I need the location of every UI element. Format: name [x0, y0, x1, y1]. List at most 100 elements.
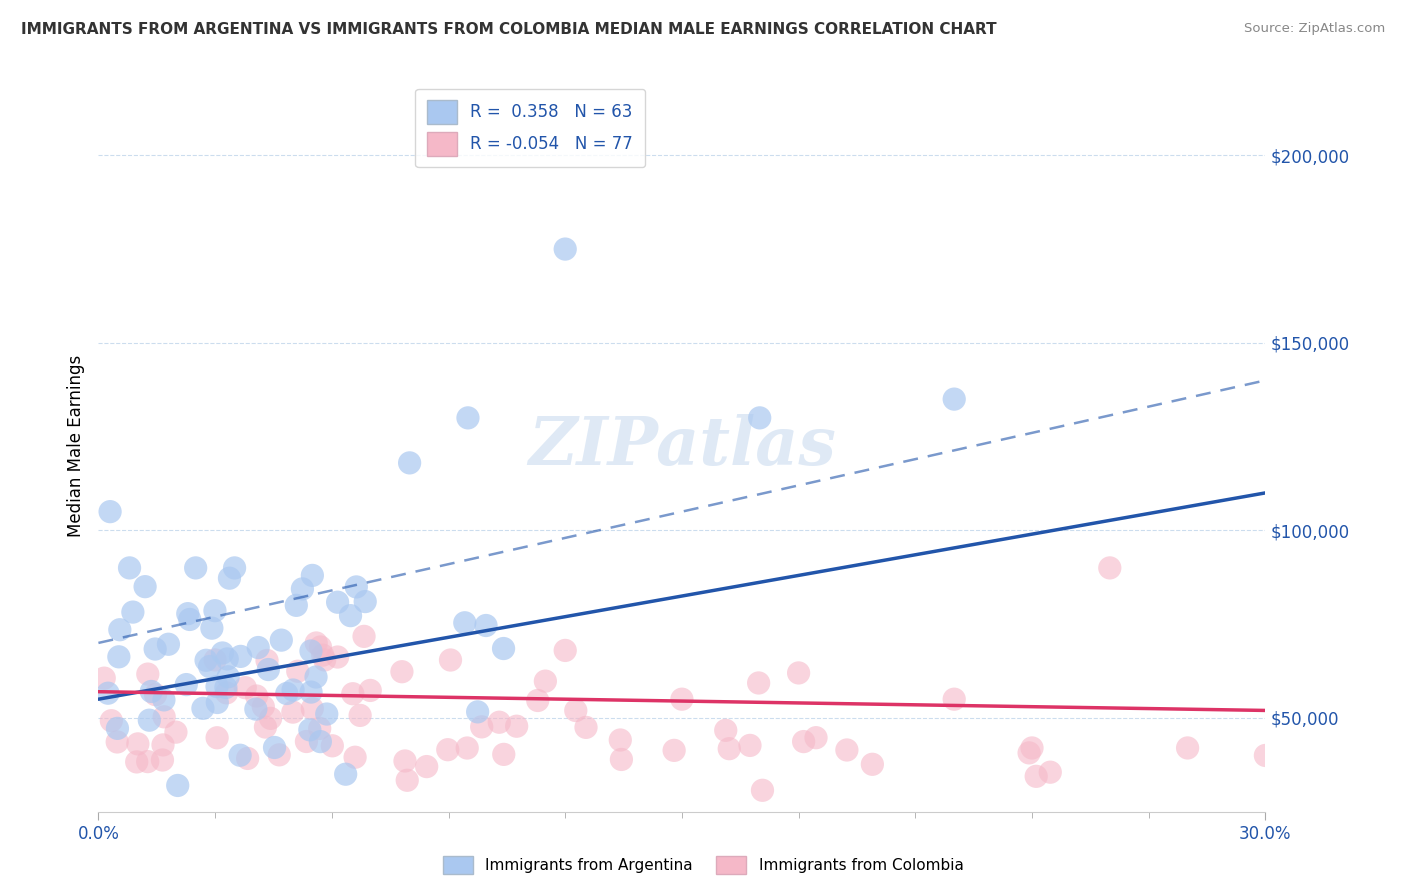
Point: [565, 704, 588, 718]
Point: [198, 659, 221, 673]
Point: [269, 747, 291, 762]
Point: [105, 735, 128, 749]
Point: [396, 773, 419, 788]
Point: [339, 608, 361, 623]
Point: [204, 653, 226, 667]
Point: [281, 705, 304, 719]
Point: [108, 649, 131, 664]
Point: [534, 674, 557, 689]
Point: [326, 595, 349, 609]
Point: [298, 723, 321, 737]
Point: [215, 681, 238, 695]
Point: [335, 767, 357, 781]
Point: [344, 750, 367, 764]
Point: [662, 743, 685, 757]
Point: [174, 677, 197, 691]
Point: [276, 686, 298, 700]
Point: [1025, 769, 1047, 783]
Point: [301, 701, 323, 715]
Point: [1177, 741, 1199, 756]
Text: Source: ZipAtlas.com: Source: ZipAtlas.com: [1244, 22, 1385, 36]
Point: [456, 741, 478, 756]
Point: [793, 734, 815, 748]
Point: [349, 708, 371, 723]
Point: [107, 722, 129, 736]
Point: [252, 699, 274, 714]
Point: [314, 653, 336, 667]
Point: [143, 642, 166, 657]
Point: [475, 618, 498, 632]
Point: [943, 392, 966, 406]
Y-axis label: Median Male Earnings: Median Male Earnings: [66, 355, 84, 537]
Point: [415, 759, 437, 773]
Point: [342, 687, 364, 701]
Point: [247, 640, 270, 655]
Point: [554, 643, 576, 657]
Point: [299, 685, 322, 699]
Point: [471, 720, 494, 734]
Point: [305, 670, 328, 684]
Point: [309, 734, 332, 748]
Point: [1021, 741, 1043, 756]
Point: [671, 692, 693, 706]
Point: [391, 665, 413, 679]
Point: [217, 652, 239, 666]
Point: [394, 754, 416, 768]
Point: [191, 701, 214, 715]
Point: [1098, 561, 1121, 575]
Point: [215, 686, 238, 700]
Point: [236, 751, 259, 765]
Point: [787, 665, 810, 680]
Point: [751, 783, 773, 797]
Point: [118, 561, 141, 575]
Point: [152, 753, 174, 767]
Point: [439, 653, 461, 667]
Point: [488, 715, 510, 730]
Point: [125, 755, 148, 769]
Point: [526, 693, 548, 707]
Point: [748, 410, 770, 425]
Point: [359, 683, 381, 698]
Point: [100, 714, 122, 728]
Point: [218, 571, 240, 585]
Point: [281, 683, 304, 698]
Legend: Immigrants from Argentina, Immigrants from Colombia: Immigrants from Argentina, Immigrants fr…: [436, 850, 970, 880]
Point: [321, 739, 343, 753]
Point: [166, 779, 188, 793]
Point: [205, 680, 228, 694]
Point: [1039, 765, 1062, 780]
Point: [354, 594, 377, 608]
Point: [256, 653, 278, 667]
Point: [204, 604, 226, 618]
Point: [245, 702, 267, 716]
Point: [127, 737, 149, 751]
Point: [943, 692, 966, 706]
Point: [201, 621, 224, 635]
Point: [492, 641, 515, 656]
Point: [184, 561, 207, 575]
Point: [157, 637, 180, 651]
Point: [287, 665, 309, 679]
Point: [136, 755, 159, 769]
Point: [326, 650, 349, 665]
Point: [263, 740, 285, 755]
Point: [229, 748, 252, 763]
Point: [136, 667, 159, 681]
Point: [804, 731, 827, 745]
Point: [165, 725, 187, 739]
Point: [1254, 748, 1277, 763]
Point: [308, 722, 330, 736]
Point: [257, 663, 280, 677]
Point: [718, 741, 741, 756]
Point: [454, 615, 477, 630]
Point: [309, 640, 332, 654]
Point: [177, 607, 200, 621]
Point: [259, 711, 281, 725]
Point: [738, 739, 761, 753]
Point: [153, 693, 176, 707]
Point: [205, 731, 228, 745]
Point: [195, 653, 218, 667]
Point: [1018, 746, 1040, 760]
Point: [299, 644, 322, 658]
Point: [211, 646, 233, 660]
